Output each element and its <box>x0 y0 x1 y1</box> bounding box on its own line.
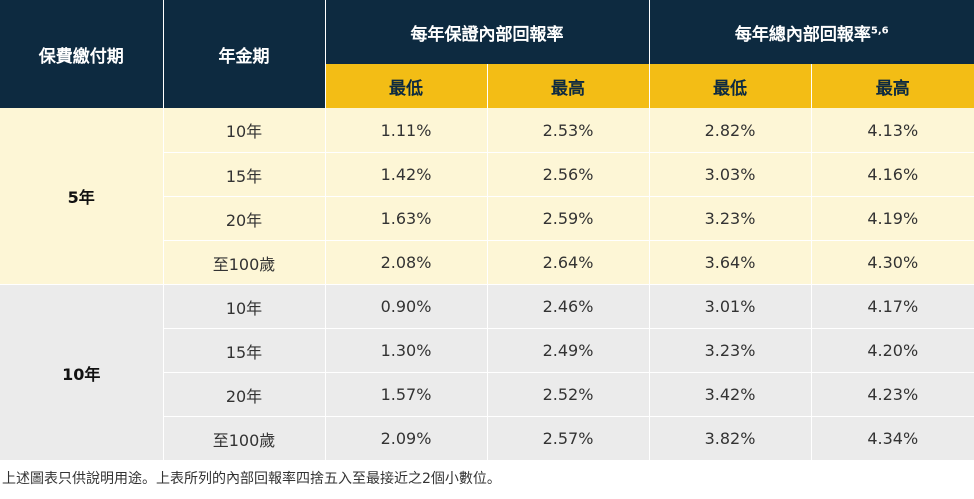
header-total-irr: 每年總內部回報率5,6 <box>649 0 974 64</box>
guaranteed-min-cell: 1.57% <box>325 372 488 417</box>
table-row: 5年 10年 1.11% 2.53% 2.82% 4.13% <box>0 108 974 285</box>
payment-term-cell: 5年 <box>0 108 164 285</box>
total-min-cell: 3.23% <box>649 328 812 373</box>
header-guaranteed-min: 最低 <box>325 64 488 108</box>
guaranteed-min-cell: 1.11% <box>325 108 488 153</box>
guaranteed-min-cell: 1.63% <box>325 196 488 241</box>
annuity-term-cell: 15年 <box>163 152 326 197</box>
guaranteed-max-cell: 2.64% <box>487 240 650 285</box>
total-max-cell: 4.34% <box>811 416 974 461</box>
total-max-cell: 4.13% <box>811 108 974 153</box>
guaranteed-min-cell: 0.90% <box>325 284 488 329</box>
total-max-cell: 4.30% <box>811 240 974 285</box>
payment-term-cell: 10年 <box>0 284 164 461</box>
table-row: 10年 10年 0.90% 2.46% 3.01% 4.17% <box>0 284 974 461</box>
header-total-max: 最高 <box>811 64 974 108</box>
guaranteed-max-cell: 2.53% <box>487 108 650 153</box>
header-total-irr-footnote-ref: 5,6 <box>870 24 889 36</box>
guaranteed-max-cell: 2.52% <box>487 372 650 417</box>
table-row: 15年 1.42% 2.56% 3.03% 4.16% <box>0 152 974 197</box>
annuity-term-cell: 至100歲 <box>163 240 326 285</box>
footnote: 上述圖表只供說明用途。上表所列的內部回報率四捨五入至最接近之2個小數位。 <box>2 471 501 487</box>
total-max-cell: 4.20% <box>811 328 974 373</box>
guaranteed-min-cell: 2.08% <box>325 240 488 285</box>
irr-table: 保費繳付期 年金期 每年保證內部回報率 每年總內部回報率5,6 最低 最高 最低… <box>0 0 974 461</box>
guaranteed-max-cell: 2.56% <box>487 152 650 197</box>
total-min-cell: 3.01% <box>649 284 812 329</box>
annuity-term-cell: 至100歲 <box>163 416 326 461</box>
table-row: 至100歲 2.08% 2.64% 3.64% 4.30% <box>0 240 974 285</box>
group-10-year: 10年 10年 0.90% 2.46% 3.01% 4.17% 15年 1.30… <box>0 284 974 461</box>
guaranteed-min-cell: 1.30% <box>325 328 488 373</box>
table-row: 20年 1.57% 2.52% 3.42% 4.23% <box>0 372 974 417</box>
guaranteed-min-cell: 2.09% <box>325 416 488 461</box>
header-guaranteed-max: 最高 <box>487 64 650 108</box>
guaranteed-max-cell: 2.46% <box>487 284 650 329</box>
total-min-cell: 3.42% <box>649 372 812 417</box>
header-payment-term: 保費繳付期 <box>0 0 164 108</box>
guaranteed-max-cell: 2.59% <box>487 196 650 241</box>
header-total-min: 最低 <box>649 64 812 108</box>
total-min-cell: 3.23% <box>649 196 812 241</box>
header-guaranteed-irr: 每年保證內部回報率 <box>325 0 650 64</box>
total-min-cell: 3.82% <box>649 416 812 461</box>
header-annuity-term: 年金期 <box>163 0 326 108</box>
guaranteed-min-cell: 1.42% <box>325 152 488 197</box>
total-max-cell: 4.23% <box>811 372 974 417</box>
total-min-cell: 3.03% <box>649 152 812 197</box>
annuity-term-cell: 20年 <box>163 372 326 417</box>
annuity-term-cell: 10年 <box>163 284 326 329</box>
annuity-term-cell: 20年 <box>163 196 326 241</box>
table-row: 20年 1.63% 2.59% 3.23% 4.19% <box>0 196 974 241</box>
total-max-cell: 4.19% <box>811 196 974 241</box>
guaranteed-max-cell: 2.57% <box>487 416 650 461</box>
total-max-cell: 4.16% <box>811 152 974 197</box>
annuity-term-cell: 15年 <box>163 328 326 373</box>
group-5-year: 5年 10年 1.11% 2.53% 2.82% 4.13% 15年 1.42%… <box>0 108 974 285</box>
total-max-cell: 4.17% <box>811 284 974 329</box>
annuity-term-cell: 10年 <box>163 108 326 153</box>
total-min-cell: 2.82% <box>649 108 812 153</box>
table-row: 15年 1.30% 2.49% 3.23% 4.20% <box>0 328 974 373</box>
total-min-cell: 3.64% <box>649 240 812 285</box>
table-row: 至100歲 2.09% 2.57% 3.82% 4.34% <box>0 416 974 461</box>
guaranteed-max-cell: 2.49% <box>487 328 650 373</box>
